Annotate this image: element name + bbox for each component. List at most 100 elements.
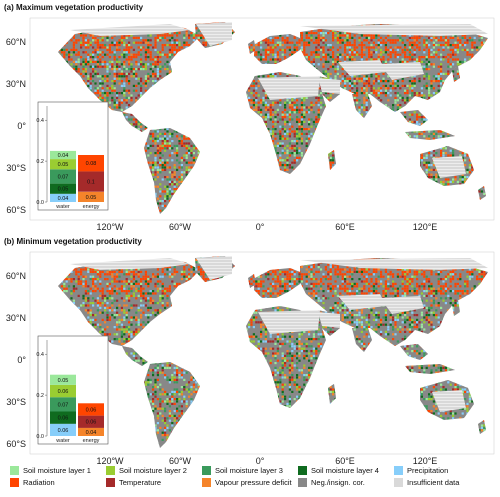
inset-value-label: 0.06	[58, 428, 69, 434]
inset-bar-segment	[78, 427, 104, 436]
panel-b-title: (b) Minimum vegetation productivity	[4, 237, 142, 246]
legend-label: Temperature	[119, 478, 161, 487]
lat-label: 0°	[17, 121, 26, 131]
legend-swatch	[10, 466, 19, 475]
legend-swatch	[10, 478, 19, 487]
lon-label: 0°	[256, 222, 265, 232]
legend-label: Soil moisture layer 3	[215, 466, 283, 475]
legend-swatch	[298, 466, 307, 475]
inset-bar-segment	[50, 159, 76, 170]
insufficient-data	[70, 22, 488, 178]
inset-ytick: 0.2	[36, 393, 44, 399]
legend-item: Vapour pressure deficit	[202, 478, 298, 487]
legend-item: Radiation	[10, 478, 106, 487]
lon-label: 0°	[256, 456, 265, 466]
inset-value-label: 0.05	[58, 378, 69, 384]
inset-bar-segment	[50, 374, 76, 385]
inset-bar-segment	[50, 423, 76, 436]
inset-ytick: 0.0	[36, 200, 44, 206]
inset-value-label: 0.07	[58, 174, 69, 180]
inset-bar-segment	[50, 411, 76, 424]
legend-label: Vapour pressure deficit	[215, 478, 292, 487]
lat-label: 30°S	[6, 163, 26, 173]
inset-bar-segment	[50, 183, 76, 194]
legend-row-2: Radiation Temperature Vapour pressure de…	[10, 478, 498, 487]
inset-value-label: 0.04	[58, 153, 69, 159]
legend-row-1: Soil moisture layer 1 Soil moisture laye…	[10, 466, 498, 475]
panel-a-map: 60°N 30°N 0° 30°S 60°S 120°W 60°W 0° 60°E 120°E 0.…	[0, 14, 500, 232]
inset-chart: 0.4 0.2 0.0 0.04 0.05 0.07 0.05 0.04 water 0.05 0.…	[36, 101, 109, 211]
panel-b-map-svg: 60°N 30°N 0° 30°S 60°S 120°W 60°W 0° 60°E 120°E 0.…	[6, 251, 495, 466]
panel-a-map-svg: 60°N 30°N 0° 30°S 60°S 120°W 60°W 0° 60°E 120°E 0.…	[6, 17, 495, 232]
inset-value-label: 0.06	[58, 389, 69, 395]
inset-value-label: 0.06	[86, 407, 97, 413]
inset-bar-segment	[50, 150, 76, 160]
inset-bar-label: energy	[83, 438, 100, 444]
legend-swatch	[202, 466, 211, 475]
legend-item: Insufficient data	[394, 478, 490, 487]
inset-value-label: 0.04	[86, 430, 97, 436]
inset-value-label: 0.08	[86, 161, 97, 167]
legend-item: Temperature	[106, 478, 202, 487]
legend-swatch	[298, 478, 307, 487]
legend-item: Soil moisture layer 2	[106, 466, 202, 475]
panel-a-title: (a) Maximum vegetation productivity	[4, 3, 143, 12]
legend-label: Radiation	[23, 478, 55, 487]
inset-bar-segment	[78, 191, 104, 202]
legend-label: Soil moisture layer 4	[311, 466, 379, 475]
inset-ytick: 0.2	[36, 159, 44, 165]
panel-b-map: 60°N 30°N 0° 30°S 60°S 120°W 60°W 0° 60°E 120°E 0.…	[0, 248, 500, 466]
inset-value-label: 0.06	[58, 416, 69, 422]
lon-label: 60°W	[169, 456, 192, 466]
legend-item: Soil moisture layer 3	[202, 466, 298, 475]
insufficient-data	[70, 256, 488, 412]
lon-label: 120°E	[413, 222, 438, 232]
legend-item: Neg./insign. cor.	[298, 478, 394, 487]
lon-label: 60°E	[335, 222, 355, 232]
inset-value-label: 0.05	[86, 195, 97, 201]
inset-bar-segment	[78, 403, 104, 416]
lon-label: 120°W	[96, 456, 124, 466]
legend-label: Neg./insign. cor.	[311, 478, 365, 487]
inset-bar-segment	[50, 384, 76, 398]
inset-bar-segment	[50, 169, 76, 184]
inset-bar-label: energy	[83, 204, 100, 210]
legend-item: Precipitation	[394, 466, 490, 475]
inset-value-label: 0.04	[58, 196, 69, 202]
legend-swatch	[394, 478, 403, 487]
inset-value-label: 0.06	[86, 420, 97, 426]
legend-label: Insufficient data	[407, 478, 459, 487]
inset-value-label: 0.05	[58, 187, 69, 193]
inset-bar-label: water	[55, 438, 70, 444]
inset-chart: 0.4 0.2 0.0 0.06 0.06 0.07 0.06 0.05 water 0.04 0.…	[36, 335, 109, 445]
inset-ytick: 0.0	[36, 434, 44, 440]
inset-bar-segment	[50, 193, 76, 202]
inset-bar-segment	[78, 155, 104, 172]
legend-item: Soil moisture layer 1	[10, 466, 106, 475]
inset-value-label: 0.07	[58, 402, 69, 408]
legend-swatch	[202, 478, 211, 487]
lat-label: 60°S	[6, 439, 26, 449]
legend-item: Soil moisture layer 4	[298, 466, 394, 475]
legend-label: Soil moisture layer 1	[23, 466, 91, 475]
legend-swatch	[106, 478, 115, 487]
legend-label: Soil moisture layer 2	[119, 466, 187, 475]
inset-ytick: 0.4	[36, 118, 44, 124]
inset-bar-segment	[78, 415, 104, 428]
lon-label: 120°E	[413, 456, 438, 466]
legend-swatch	[394, 466, 403, 475]
inset-ytick: 0.4	[36, 352, 44, 358]
inset-bar-label: water	[55, 204, 70, 210]
inset-value-label: 0.1	[87, 180, 95, 186]
lat-label: 30°N	[6, 313, 26, 323]
inset-value-label: 0.05	[58, 162, 69, 168]
lat-label: 30°N	[6, 79, 26, 89]
lat-label: 60°N	[6, 271, 26, 281]
lat-label: 60°S	[6, 205, 26, 215]
inset-bar-segment	[50, 397, 76, 412]
lat-label: 0°	[17, 355, 26, 365]
inset-bar-segment	[78, 171, 104, 192]
legend-label: Precipitation	[407, 466, 448, 475]
legend-swatch	[106, 466, 115, 475]
lat-label: 60°N	[6, 37, 26, 47]
